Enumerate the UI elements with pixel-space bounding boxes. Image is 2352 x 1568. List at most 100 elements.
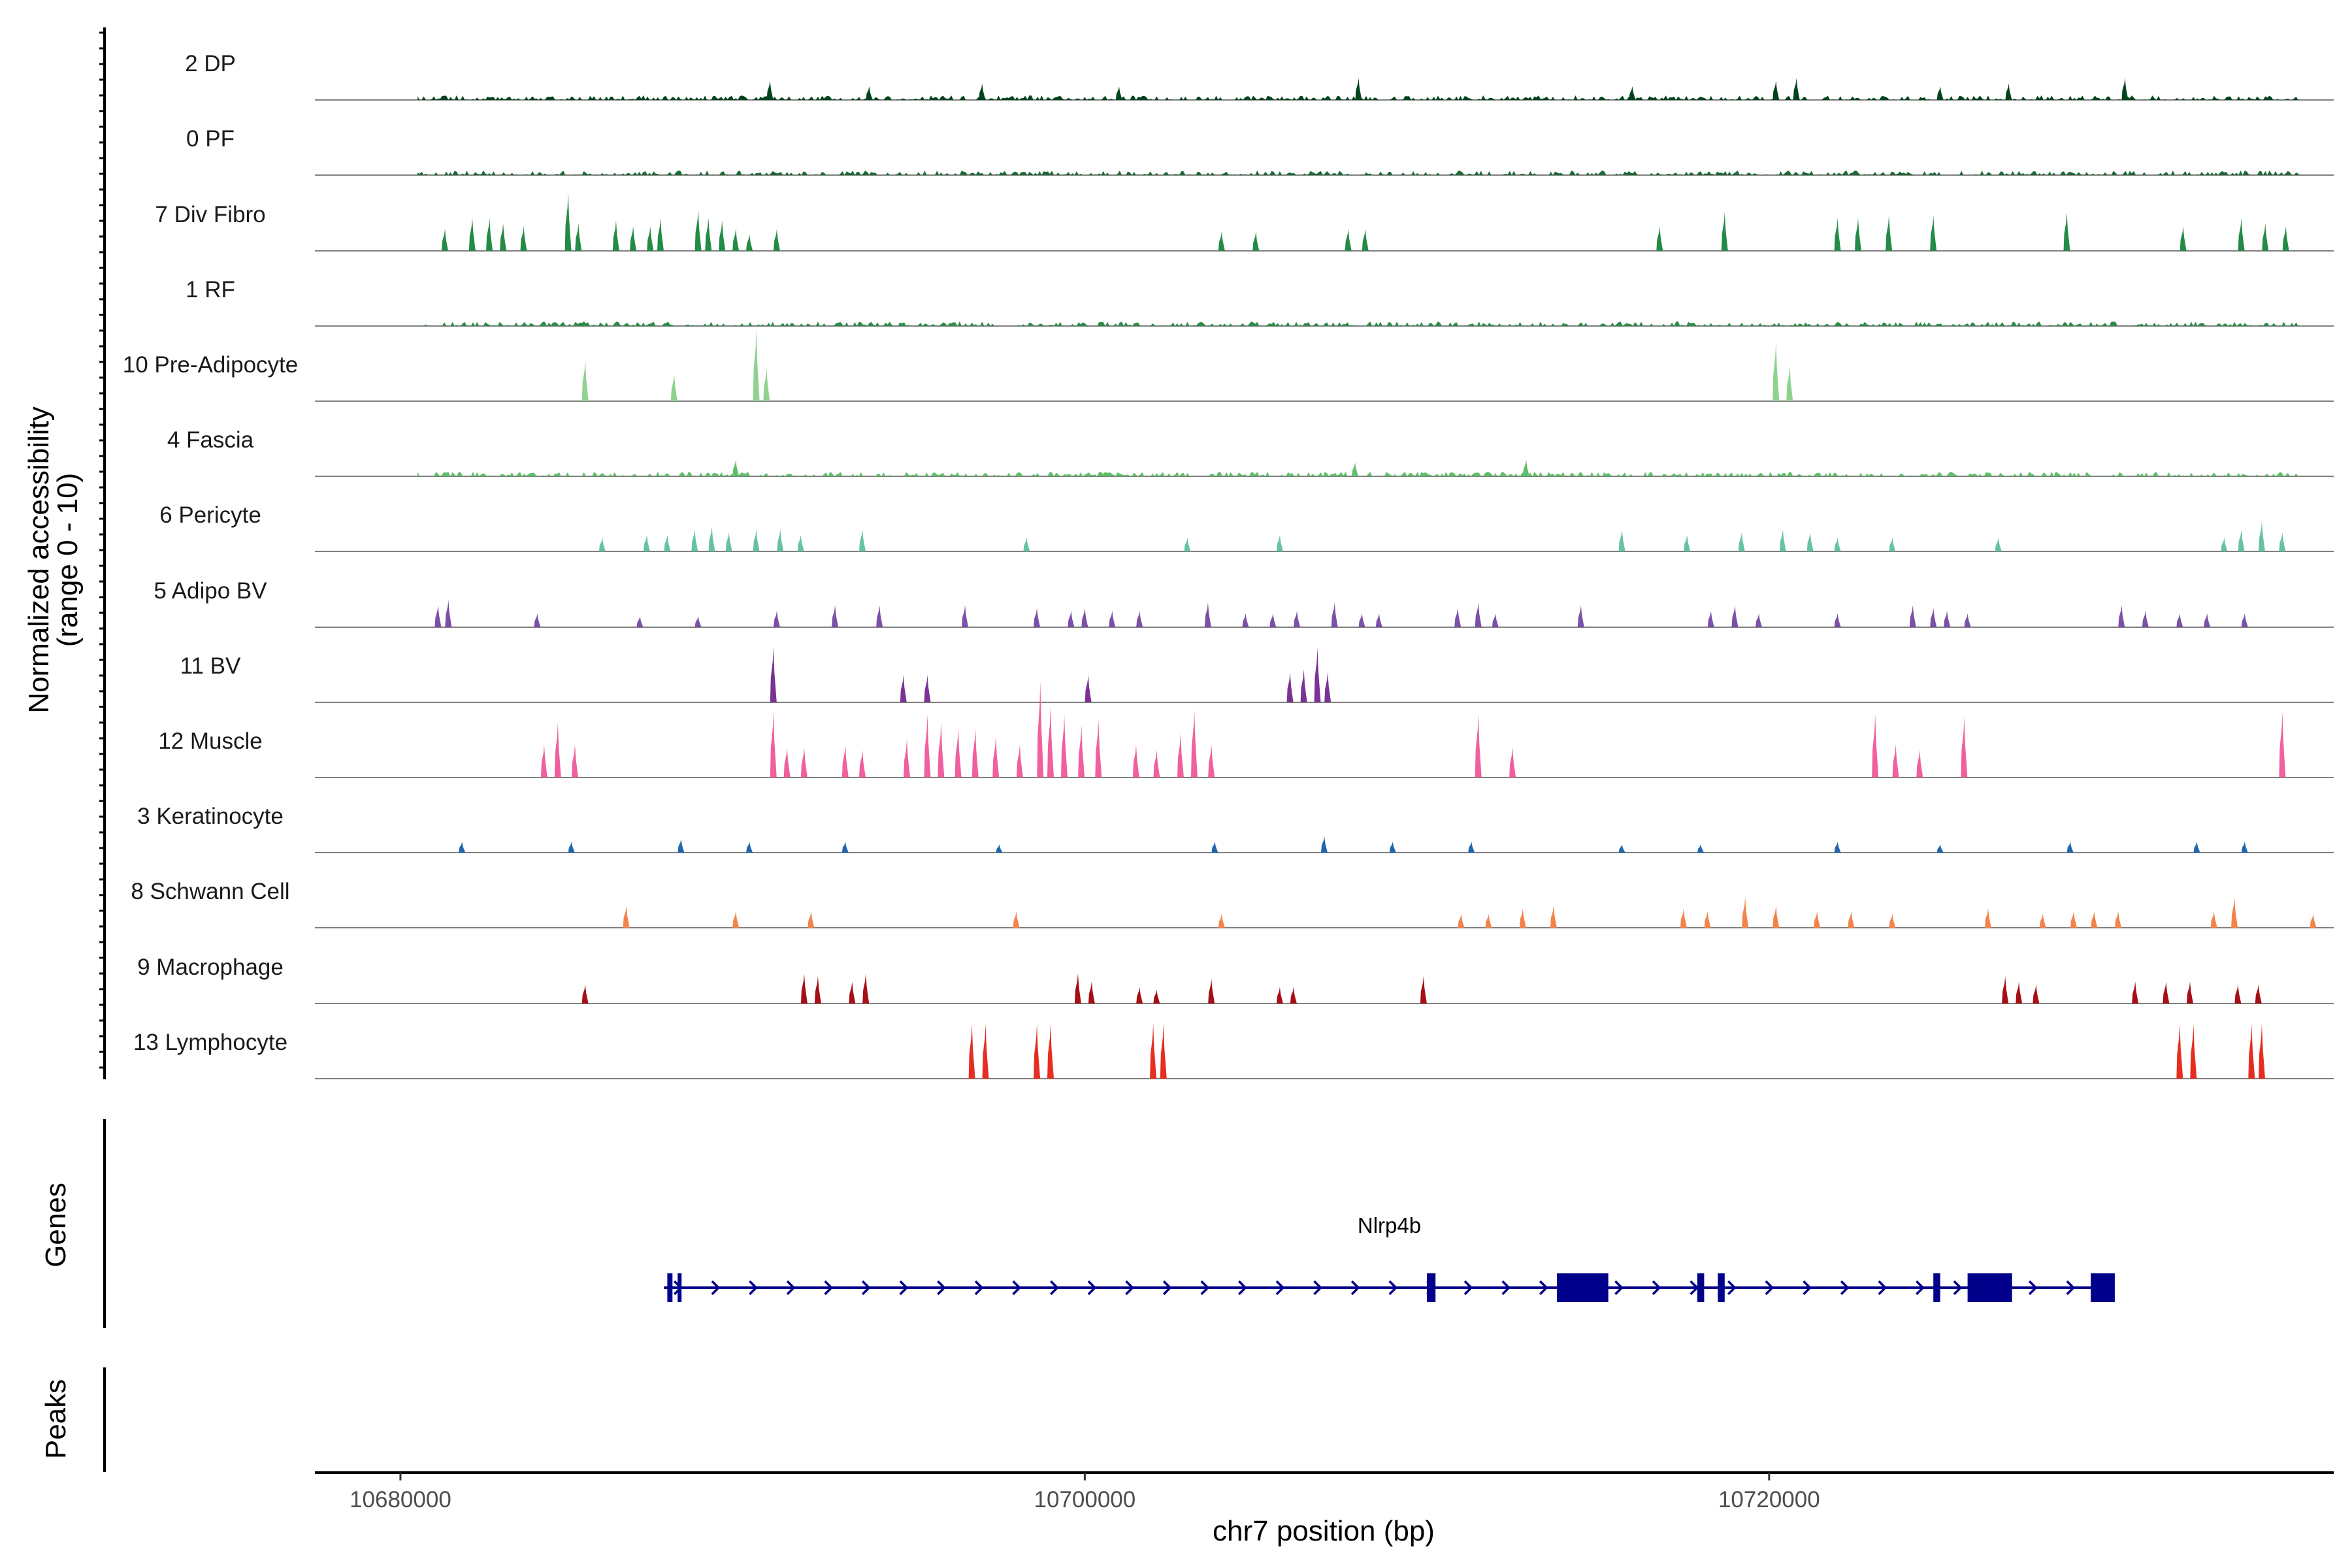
accessibility-peak bbox=[2176, 1024, 2183, 1079]
accessibility-peak bbox=[1834, 613, 1841, 627]
y-axis-title-line2: (range 0 - 10) bbox=[52, 473, 84, 647]
accessibility-peak bbox=[2142, 610, 2149, 627]
accessibility-peak bbox=[1944, 610, 1951, 627]
track-label: 13 Lymphocyte bbox=[133, 1030, 287, 1055]
accessibility-peak bbox=[1150, 1024, 1157, 1079]
accessibility-peak bbox=[1707, 610, 1714, 627]
track-8-schwann-cell: 8 Schwann Cell bbox=[131, 879, 2334, 928]
accessibility-peak bbox=[770, 647, 777, 702]
accessibility-peak bbox=[1420, 976, 1427, 1004]
accessibility-peak bbox=[1909, 605, 1916, 627]
track-label: 10 Pre-Adipocyte bbox=[123, 352, 298, 378]
accessibility-peak bbox=[2204, 613, 2211, 627]
accessibility-peak bbox=[581, 360, 589, 401]
strand-arrow bbox=[1313, 1280, 1322, 1296]
accessibility-peak bbox=[725, 532, 732, 551]
accessibility-peak bbox=[719, 220, 726, 251]
accessibility-peak bbox=[2091, 911, 2098, 928]
strand-arrow bbox=[861, 1280, 871, 1296]
strand-arrow bbox=[974, 1280, 984, 1296]
accessibility-peak bbox=[766, 80, 774, 100]
strand-arrow bbox=[824, 1280, 834, 1296]
accessibility-peak bbox=[1786, 365, 1793, 401]
accessibility-peak bbox=[1358, 613, 1365, 627]
accessibility-peak bbox=[1204, 602, 1211, 627]
accessibility-peak bbox=[2248, 1024, 2255, 1079]
strand-arrow bbox=[1125, 1280, 1134, 1296]
accessibility-peak bbox=[1995, 538, 2002, 551]
gene-exon bbox=[678, 1273, 682, 1302]
accessibility-peak bbox=[1300, 669, 1307, 702]
accessibility-peak bbox=[1208, 979, 1215, 1004]
accessibility-peak bbox=[2259, 521, 2265, 551]
accessibility-peak bbox=[2259, 1024, 2265, 1079]
accessibility-peak bbox=[1355, 78, 1362, 100]
strand-arrow bbox=[1012, 1280, 1022, 1296]
accessibility-peak bbox=[1177, 733, 1184, 777]
accessibility-peak bbox=[1286, 672, 1294, 702]
accessibility-peak bbox=[1492, 613, 1499, 627]
accessibility-peak bbox=[924, 714, 931, 777]
accessibility-peak bbox=[1095, 719, 1102, 777]
accessibility-peak bbox=[1834, 538, 1841, 551]
accessibility-peak bbox=[1779, 529, 1786, 551]
accessibility-peak bbox=[540, 744, 547, 777]
accessibility-peak bbox=[1269, 613, 1277, 627]
accessibility-peak bbox=[774, 610, 780, 627]
accessibility-peak bbox=[2241, 613, 2248, 627]
accessibility-peak bbox=[866, 86, 873, 100]
strand-arrow bbox=[749, 1280, 758, 1296]
x-tick-label: 10700000 bbox=[1034, 1487, 1136, 1512]
strand-arrow bbox=[1539, 1280, 1548, 1296]
accessibility-peak bbox=[832, 605, 839, 627]
accessibility-peak bbox=[841, 744, 849, 777]
accessibility-peak bbox=[1211, 841, 1218, 853]
accessibility-peak bbox=[564, 193, 572, 251]
accessibility-peak bbox=[732, 911, 740, 928]
accessibility-peak bbox=[1618, 844, 1625, 853]
accessibility-peak bbox=[612, 220, 619, 251]
accessibility-peak bbox=[1936, 844, 1944, 853]
accessibility-peak bbox=[2310, 914, 2317, 928]
accessibility-peak bbox=[1697, 844, 1705, 853]
track-label: 2 DP bbox=[185, 51, 236, 76]
accessibility-peak bbox=[572, 744, 578, 777]
accessibility-peak bbox=[1294, 610, 1301, 627]
accessibility-peak bbox=[849, 981, 856, 1004]
accessibility-peak bbox=[630, 226, 637, 251]
accessibility-peak bbox=[979, 83, 986, 100]
accessibility-peak bbox=[2180, 226, 2187, 251]
accessibility-peak bbox=[1892, 744, 1899, 777]
accessibility-peak bbox=[1276, 987, 1283, 1004]
gene-exon bbox=[1697, 1273, 1705, 1302]
accessibility-peak bbox=[1132, 744, 1139, 777]
accessibility-peak bbox=[500, 223, 507, 251]
accessibility-peak bbox=[657, 218, 664, 251]
strand-arrow bbox=[1200, 1280, 1210, 1296]
track-3-keratinocyte: 3 Keratinocyte bbox=[137, 804, 2334, 853]
gene-model-nlrp4b bbox=[664, 1273, 2115, 1302]
accessibility-peak bbox=[1964, 613, 1971, 627]
accessibility-peak bbox=[962, 605, 969, 627]
strand-arrow bbox=[1501, 1280, 1511, 1296]
strand-arrow bbox=[1690, 1280, 1699, 1296]
strand-arrow bbox=[2066, 1280, 2076, 1296]
coverage-background bbox=[417, 472, 2300, 476]
accessibility-peak bbox=[1218, 914, 1225, 928]
accessibility-peak bbox=[1324, 672, 1331, 702]
accessibility-peak bbox=[1985, 908, 1991, 928]
accessibility-peak bbox=[968, 1024, 975, 1079]
accessibility-peak bbox=[581, 984, 589, 1004]
accessibility-peak bbox=[2118, 605, 2125, 627]
track-label: 4 Fascia bbox=[167, 427, 254, 453]
strand-arrow bbox=[1275, 1280, 1285, 1296]
genes-track-title: Genes bbox=[40, 1183, 72, 1267]
accessibility-peak bbox=[1321, 836, 1328, 853]
accessibility-peak bbox=[1680, 908, 1687, 928]
accessibility-peak bbox=[1485, 914, 1492, 928]
accessibility-peak bbox=[1345, 229, 1352, 251]
accessibility-peak bbox=[1618, 529, 1625, 551]
accessibility-peak bbox=[1738, 532, 1745, 551]
accessibility-peak bbox=[1331, 602, 1338, 627]
strand-arrow bbox=[1087, 1280, 1097, 1296]
